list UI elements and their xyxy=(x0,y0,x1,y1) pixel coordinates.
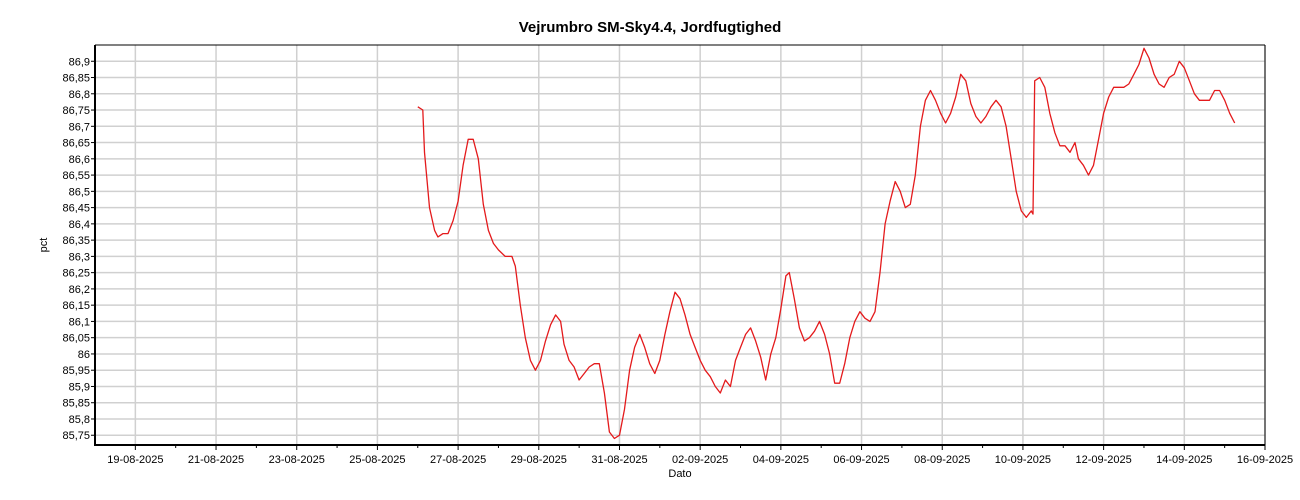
x-axis-title: Dato xyxy=(668,468,691,480)
y-tick-label: 86,75 xyxy=(62,105,90,117)
y-tick-label: 86,55 xyxy=(62,170,90,182)
y-tick-label: 86,6 xyxy=(69,154,90,166)
x-tick-label: 29-08-2025 xyxy=(511,454,567,466)
x-tick-label: 16-09-2025 xyxy=(1237,454,1293,466)
y-tick-label: 86,25 xyxy=(62,268,90,280)
chart-title: Vejrumbro SM-Sky4.4, Jordfugtighed xyxy=(518,19,782,36)
y-tick-label: 86,1 xyxy=(69,316,90,328)
x-tick-label: 25-08-2025 xyxy=(349,454,405,466)
y-tick-label: 85,75 xyxy=(62,430,90,442)
y-tick-label: 85,85 xyxy=(62,398,90,410)
y-axis-title: pct xyxy=(38,238,50,253)
y-tick-label: 86,8 xyxy=(69,89,90,101)
plot-area xyxy=(95,45,1265,445)
y-tick-label: 86,05 xyxy=(62,333,90,345)
x-tick-label: 08-09-2025 xyxy=(914,454,970,466)
y-tick-label: 86,15 xyxy=(62,300,90,312)
x-tick-label: 23-08-2025 xyxy=(269,454,325,466)
x-tick-label: 21-08-2025 xyxy=(188,454,244,466)
x-tick-label: 04-09-2025 xyxy=(753,454,809,466)
x-tick-label: 12-09-2025 xyxy=(1075,454,1131,466)
x-tick-label: 31-08-2025 xyxy=(591,454,647,466)
y-tick-label: 86,45 xyxy=(62,203,90,215)
y-tick-label: 86,7 xyxy=(69,121,90,133)
series-line-0 xyxy=(417,47,1236,440)
x-tick-label: 19-08-2025 xyxy=(107,454,163,466)
y-tick-label: 86,4 xyxy=(69,219,90,231)
y-tick-label: 86 xyxy=(78,349,90,361)
y-tick-label: 85,95 xyxy=(62,365,90,377)
y-tick-label: 86,85 xyxy=(62,73,90,85)
y-tick-label: 86,3 xyxy=(69,251,90,263)
y-tick-label: 85,9 xyxy=(69,381,90,393)
x-tick-label: 27-08-2025 xyxy=(430,454,486,466)
x-tick-label: 06-09-2025 xyxy=(833,454,889,466)
y-tick-label: 86,2 xyxy=(69,284,90,296)
y-tick-label: 85,8 xyxy=(69,414,90,426)
x-tick-label: 02-09-2025 xyxy=(672,454,728,466)
y-tick-label: 86,35 xyxy=(62,235,90,247)
x-tick-label: 14-09-2025 xyxy=(1156,454,1212,466)
y-tick-label: 86,9 xyxy=(69,56,90,68)
y-tick-label: 86,5 xyxy=(69,186,90,198)
x-tick-label: 10-09-2025 xyxy=(995,454,1051,466)
y-tick-label: 86,65 xyxy=(62,138,90,150)
